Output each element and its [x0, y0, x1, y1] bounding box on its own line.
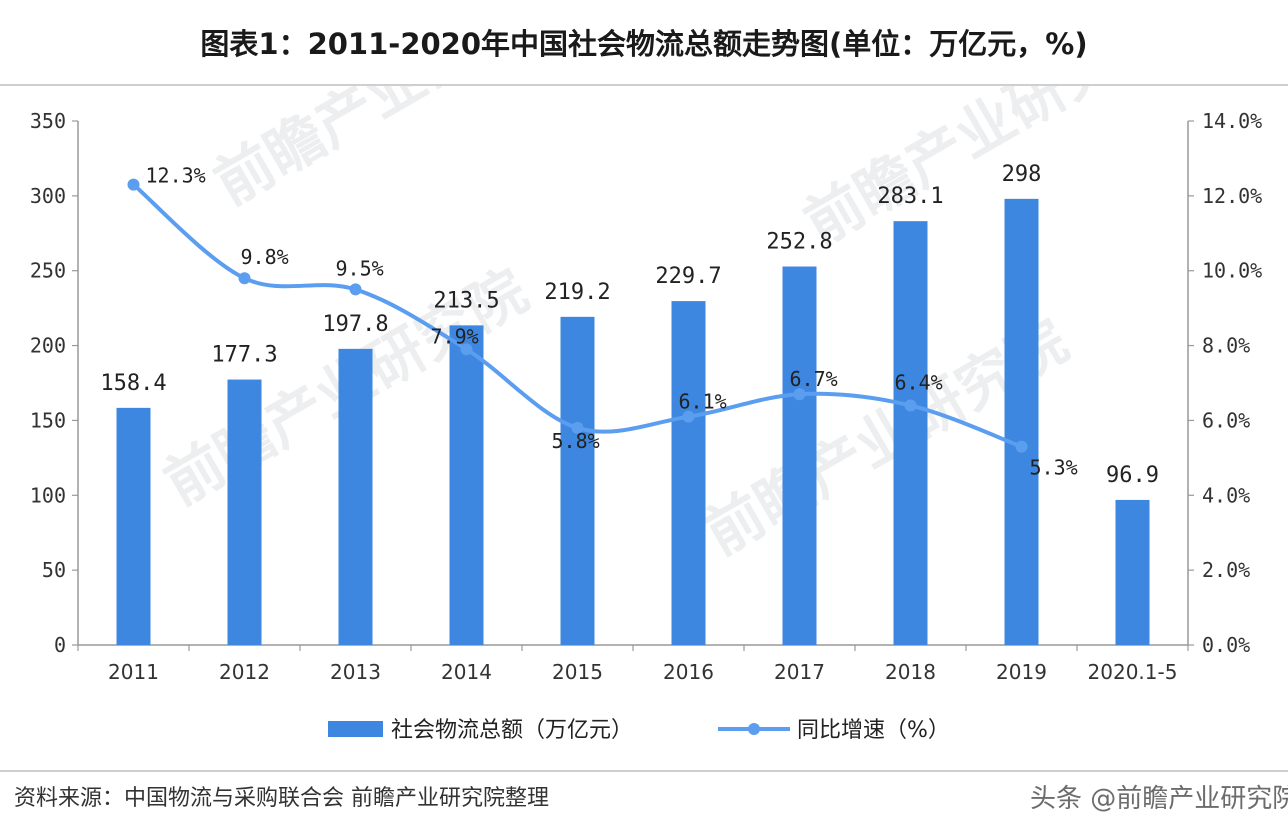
bar	[671, 301, 706, 645]
legend-bar-swatch	[328, 721, 383, 737]
x-tick-label: 2020.1-5	[1088, 660, 1178, 684]
bar-data-label: 96.9	[1106, 463, 1159, 488]
left-tick-label: 0	[54, 633, 66, 657]
line-point	[793, 388, 806, 401]
x-tick-label: 2019	[996, 660, 1047, 684]
line-point	[460, 343, 473, 356]
bar-data-label: 298	[1002, 162, 1042, 187]
bar	[449, 325, 484, 645]
line-point	[571, 421, 584, 434]
bar	[1004, 198, 1039, 645]
right-tick-label: 0.0%	[1202, 633, 1250, 657]
x-tick-label: 2015	[552, 660, 603, 684]
left-tick-label: 250	[30, 259, 66, 283]
bar-data-label: 283.1	[877, 184, 943, 209]
line-point	[238, 272, 251, 285]
title-divider	[0, 84, 1288, 86]
brand-watermark: 头条 @前瞻产业研究院	[1030, 784, 1288, 814]
bar	[1115, 499, 1150, 645]
line-point	[904, 399, 917, 412]
bar-data-label: 177.3	[211, 343, 277, 368]
right-tick-label: 8.0%	[1202, 334, 1250, 358]
x-tick-label: 2016	[663, 660, 714, 684]
right-tick-label: 12.0%	[1202, 184, 1262, 208]
bar-data-label: 197.8	[322, 312, 388, 337]
x-tick-label: 2012	[219, 660, 270, 684]
x-tick-label: 2017	[774, 660, 825, 684]
legend-line-marker	[748, 723, 760, 735]
line-data-label: 5.3%	[1030, 456, 1078, 480]
bar-data-label: 213.5	[433, 288, 499, 313]
growth-rate-line	[132, 183, 1023, 449]
line-point	[127, 178, 140, 191]
x-tick-label: 2013	[330, 660, 381, 684]
bar	[560, 316, 595, 645]
labels-layer: 158.4 177.3 197.8 213.5 219.2 229.7 252.8 283.1…	[100, 162, 1159, 488]
right-tick-label: 10.0%	[1202, 259, 1262, 283]
bar	[338, 348, 373, 645]
source-note: 资料来源：中国物流与采购联合会 前瞻产业研究院整理	[14, 786, 549, 811]
left-tick-label: 150	[30, 408, 66, 432]
line-point	[349, 283, 362, 296]
line-point	[682, 410, 695, 423]
right-tick-label: 6.0%	[1202, 408, 1250, 432]
left-tick-label: 50	[42, 558, 66, 582]
legend: 社会物流总额（万亿元） 同比增速（%）	[328, 718, 950, 743]
axes-layer: 0 50 100 150 200 250 300 350 0.0% 2.0% 4.0% 6.0% 8.0…	[30, 109, 1262, 684]
line-data-label: 9.8%	[241, 245, 289, 269]
x-tick-label: 2014	[441, 660, 492, 684]
bar-data-label: 158.4	[100, 371, 166, 396]
watermark-text: 前瞻产业研究院	[203, 86, 589, 218]
chart-canvas: 前瞻产业研究院前瞻产业研究院前瞻产业研究院前瞻产业研究院 05010015020…	[30, 86, 1262, 743]
line-data-label: 6.4%	[895, 370, 943, 394]
line-data-label: 7.9%	[431, 324, 479, 348]
bar-data-label: 219.2	[544, 280, 610, 305]
watermark-text: 前瞻产业研究院	[793, 86, 1179, 258]
line-layer	[127, 178, 1028, 453]
line-data-label: 5.8%	[552, 429, 600, 453]
left-tick-label: 100	[30, 483, 66, 507]
legend-bar-label: 社会物流总额（万亿元）	[391, 718, 633, 743]
bar	[893, 221, 928, 645]
left-tick-label: 300	[30, 184, 66, 208]
bars-layer	[116, 198, 1150, 645]
line-point	[1015, 440, 1028, 453]
left-tick-label: 200	[30, 334, 66, 358]
left-tick-label: 350	[30, 109, 66, 133]
right-tick-label: 4.0%	[1202, 483, 1250, 507]
bar	[116, 407, 151, 645]
x-tick-label: 2011	[108, 660, 159, 684]
bar	[227, 379, 262, 645]
right-tick-label: 2.0%	[1202, 558, 1250, 582]
footer-divider	[0, 770, 1288, 772]
bar-data-label: 229.7	[655, 264, 721, 289]
line-data-label: 9.5%	[336, 256, 384, 280]
line-data-label: 6.7%	[790, 367, 838, 391]
line-data-label: 12.3%	[146, 164, 206, 188]
bar	[782, 266, 817, 645]
right-tick-label: 14.0%	[1202, 109, 1262, 133]
x-tick-label: 2018	[885, 660, 936, 684]
line-data-label: 6.1%	[679, 390, 727, 414]
bar-data-label: 252.8	[766, 230, 832, 255]
legend-line-label: 同比增速（%）	[797, 718, 950, 743]
chart-title: 图表1：2011-2020年中国社会物流总额走势图(单位：万亿元，%)	[200, 27, 1088, 61]
